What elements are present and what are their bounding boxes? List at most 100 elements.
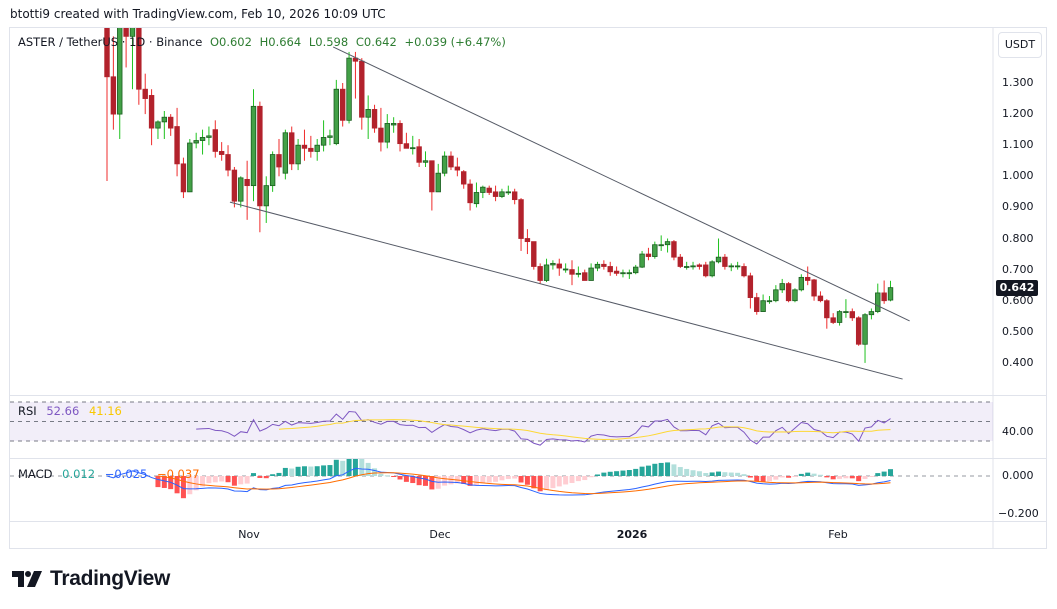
macd-histogram-bar [888, 469, 894, 476]
candle-up [263, 185, 269, 207]
candle-down [454, 166, 461, 171]
macd-legend[interactable]: MACD 0.012 −0.025 −0.037 [18, 467, 206, 481]
candle-up [779, 283, 785, 291]
macd-histogram-bar [696, 471, 702, 476]
price-tick: 0.800 [1002, 231, 1034, 245]
macd-histogram-bar [805, 472, 811, 476]
macd-hist-value: 0.012 [62, 467, 96, 481]
candle-down [537, 266, 543, 281]
macd-histogram-bar [728, 472, 734, 476]
macd-histogram-bar [875, 473, 881, 476]
macd-histogram-bar [569, 476, 575, 483]
macd-histogram-bar [333, 459, 339, 476]
currency-button[interactable]: USDT [998, 32, 1042, 58]
candle-up [505, 191, 512, 194]
candle-down [142, 88, 148, 99]
symbol-legend[interactable]: ASTER / TetherUS · 1D · Binance O0.602 H… [18, 35, 510, 49]
rsi-legend[interactable]: RSI 52.66 41.16 [18, 404, 128, 418]
macd-histogram-bar [155, 476, 161, 488]
macd-histogram-bar [289, 468, 295, 476]
candle-up [295, 144, 301, 165]
macd-histogram-bar [531, 476, 537, 489]
macd-histogram-bar [467, 476, 473, 486]
candle-down [167, 116, 174, 129]
candle-up [798, 276, 805, 291]
macd-histogram-bar [652, 463, 658, 476]
time-label-nov: Nov [238, 528, 260, 541]
macd-histogram-bar [594, 474, 600, 476]
macd-histogram-bar [792, 476, 798, 477]
chart-frame [9, 27, 1047, 549]
open-value: O0.602 [209, 35, 252, 49]
candle-up [161, 116, 168, 123]
macd-histogram-bar [665, 462, 671, 476]
candle-up [269, 154, 276, 187]
candle-down [359, 60, 365, 118]
macd-histogram-bar [282, 467, 288, 476]
macd-histogram-bar [448, 476, 454, 485]
candle-up [734, 265, 741, 268]
candle-down [180, 163, 187, 193]
macd-histogram-bar [773, 476, 779, 480]
macd-histogram-bar [716, 471, 722, 476]
candle-up [320, 137, 327, 146]
macd-histogram-bar [238, 476, 244, 485]
candle-down [741, 266, 747, 277]
trendline-lower [229, 201, 903, 380]
candle-down [257, 105, 263, 207]
candle-up [206, 135, 212, 138]
candle-down [123, 28, 129, 37]
macd-histogram-bar [766, 476, 772, 482]
candle-down [136, 28, 142, 90]
macd-histogram-bar [212, 476, 218, 483]
candle-down [110, 76, 117, 115]
candle-down [339, 88, 346, 121]
candle-down [607, 266, 613, 273]
symbol-name[interactable]: ASTER / TetherUS · 1D · Binance [18, 35, 203, 49]
macd-histogram-bar [563, 476, 569, 485]
candle-up [543, 264, 550, 281]
candle-up [633, 266, 639, 274]
candle-up [843, 311, 849, 313]
macd-histogram-bar [722, 472, 728, 476]
time-label-2026: 2026 [616, 528, 648, 541]
macd-histogram-bar [881, 471, 887, 476]
candle-down [289, 132, 295, 165]
candle-up [836, 311, 843, 323]
macd-histogram-bar [219, 476, 225, 482]
candle-up [422, 160, 429, 163]
tradingview-logo[interactable]: TradingView [12, 567, 170, 591]
macd-histogram-bar [798, 473, 804, 476]
candle-down [511, 191, 518, 201]
candle-up [562, 268, 569, 271]
macd-histogram-bar [301, 466, 307, 476]
tradingview-logo-text: TradingView [50, 567, 171, 590]
macd-histogram-bar [645, 465, 651, 476]
time-label-dec: Dec [429, 528, 451, 541]
price-tick: 0.600 [1002, 293, 1034, 307]
macd-histogram-bar [372, 468, 378, 476]
macd-histogram-bar [633, 468, 639, 476]
candle-up [773, 289, 779, 302]
candle-up [690, 265, 696, 268]
price-tick: 0.900 [1002, 200, 1034, 214]
macd-histogram-bar [677, 467, 683, 476]
candle-up [715, 256, 722, 263]
macd-histogram-bar [461, 476, 467, 484]
tradingview-logo-icon [12, 571, 42, 587]
macd-histogram-bar [270, 474, 276, 476]
candle-up [709, 261, 715, 277]
macd-histogram-bar [359, 459, 365, 476]
macd-histogram-bar [200, 476, 206, 487]
macd-histogram-bar [868, 476, 874, 477]
macd-histogram-bar [830, 476, 836, 480]
candle-down [492, 191, 499, 197]
macd-histogram-bar [786, 476, 792, 478]
macd-histogram-bar [575, 476, 581, 482]
candle-down [403, 143, 410, 149]
macd-histogram-bar [505, 476, 511, 479]
macd-histogram-bar [747, 476, 753, 478]
candle-down [722, 256, 728, 267]
candle-up [238, 177, 244, 202]
